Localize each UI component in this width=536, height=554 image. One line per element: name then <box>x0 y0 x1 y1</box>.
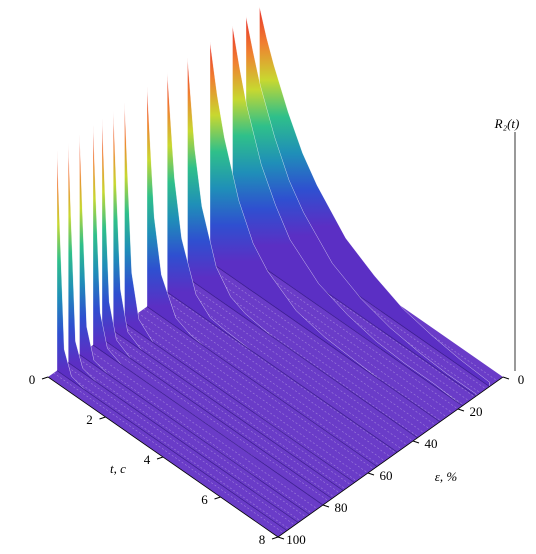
ridge-base <box>146 306 378 467</box>
floor-hatch <box>64 364 296 526</box>
ridge-base <box>68 362 299 523</box>
eps-tick-label: 100 <box>286 532 306 547</box>
floor-hatch <box>205 264 436 426</box>
eps-tick <box>367 472 375 476</box>
floor-hatch <box>132 316 363 478</box>
floor-hatch <box>227 248 459 410</box>
z-axis-label: R₂(t) <box>494 116 520 131</box>
t-tick <box>99 416 106 420</box>
floor-hatch <box>87 348 318 510</box>
floor-hatch <box>154 300 386 462</box>
eps-tick-label: 20 <box>470 404 483 419</box>
floor-hatch <box>115 328 346 490</box>
eps-tick-label: 0 <box>518 372 525 387</box>
ridge <box>259 6 490 388</box>
t-tick-label: 8 <box>259 532 266 547</box>
t-tick-label: 6 <box>201 492 208 507</box>
floor-hatch <box>59 368 290 530</box>
floor-hatch <box>143 308 374 470</box>
ridge <box>232 25 463 407</box>
eps-tick <box>412 440 420 444</box>
y-axis-label: ε, % <box>435 469 458 484</box>
x-axis-label: t, c <box>110 461 126 476</box>
eps-tick <box>322 504 330 508</box>
floor-hatch <box>98 340 329 502</box>
eps-tick-label: 60 <box>380 468 393 483</box>
floor-hatch <box>199 268 431 430</box>
t-tick-label: 0 <box>29 372 36 387</box>
floor-hatch <box>137 312 369 474</box>
floor-hatch <box>194 272 425 434</box>
ridge-base <box>79 354 310 515</box>
floor-hatch <box>222 252 453 414</box>
ridge-base <box>187 277 418 439</box>
ridge-base <box>124 322 355 483</box>
eps-tick <box>277 536 285 540</box>
ridge-base <box>56 370 288 531</box>
floor-hatch <box>81 352 312 514</box>
floor-hatch <box>182 280 414 442</box>
floor-hatch <box>104 336 335 498</box>
floor-hatch <box>177 284 408 446</box>
eps-tick <box>502 376 510 380</box>
eps-tick-label: 40 <box>425 436 438 451</box>
floor-hatch <box>126 320 357 482</box>
ridge-base <box>209 261 441 423</box>
ridge-base <box>101 338 333 499</box>
floor-hatch <box>165 292 397 454</box>
floor-hatch <box>244 236 476 398</box>
floor-hatch <box>75 356 307 518</box>
eps-tick <box>457 408 465 412</box>
ridge-base <box>232 245 463 407</box>
t-tick-label: 2 <box>86 412 93 427</box>
t-tick <box>214 496 221 500</box>
floor-hatch <box>160 296 391 458</box>
ridge <box>245 16 477 397</box>
t-tick-label: 4 <box>144 452 151 467</box>
ridge-base <box>92 344 324 506</box>
ridge-base <box>113 330 344 491</box>
floor-hatch <box>53 372 284 534</box>
t-tick <box>41 376 49 380</box>
floor-hatch <box>149 304 380 466</box>
ridge-base <box>167 291 398 453</box>
floor-hatch <box>216 256 447 418</box>
floor-hatch <box>188 276 419 438</box>
floor-hatch <box>109 332 341 494</box>
t-tick <box>156 456 164 460</box>
floor-hatch <box>70 360 301 522</box>
floor-hatch <box>120 324 352 486</box>
floor-hatch <box>171 288 402 450</box>
t-tick <box>271 536 279 540</box>
eps-axis <box>277 376 504 538</box>
eps-tick-label: 80 <box>335 500 348 515</box>
